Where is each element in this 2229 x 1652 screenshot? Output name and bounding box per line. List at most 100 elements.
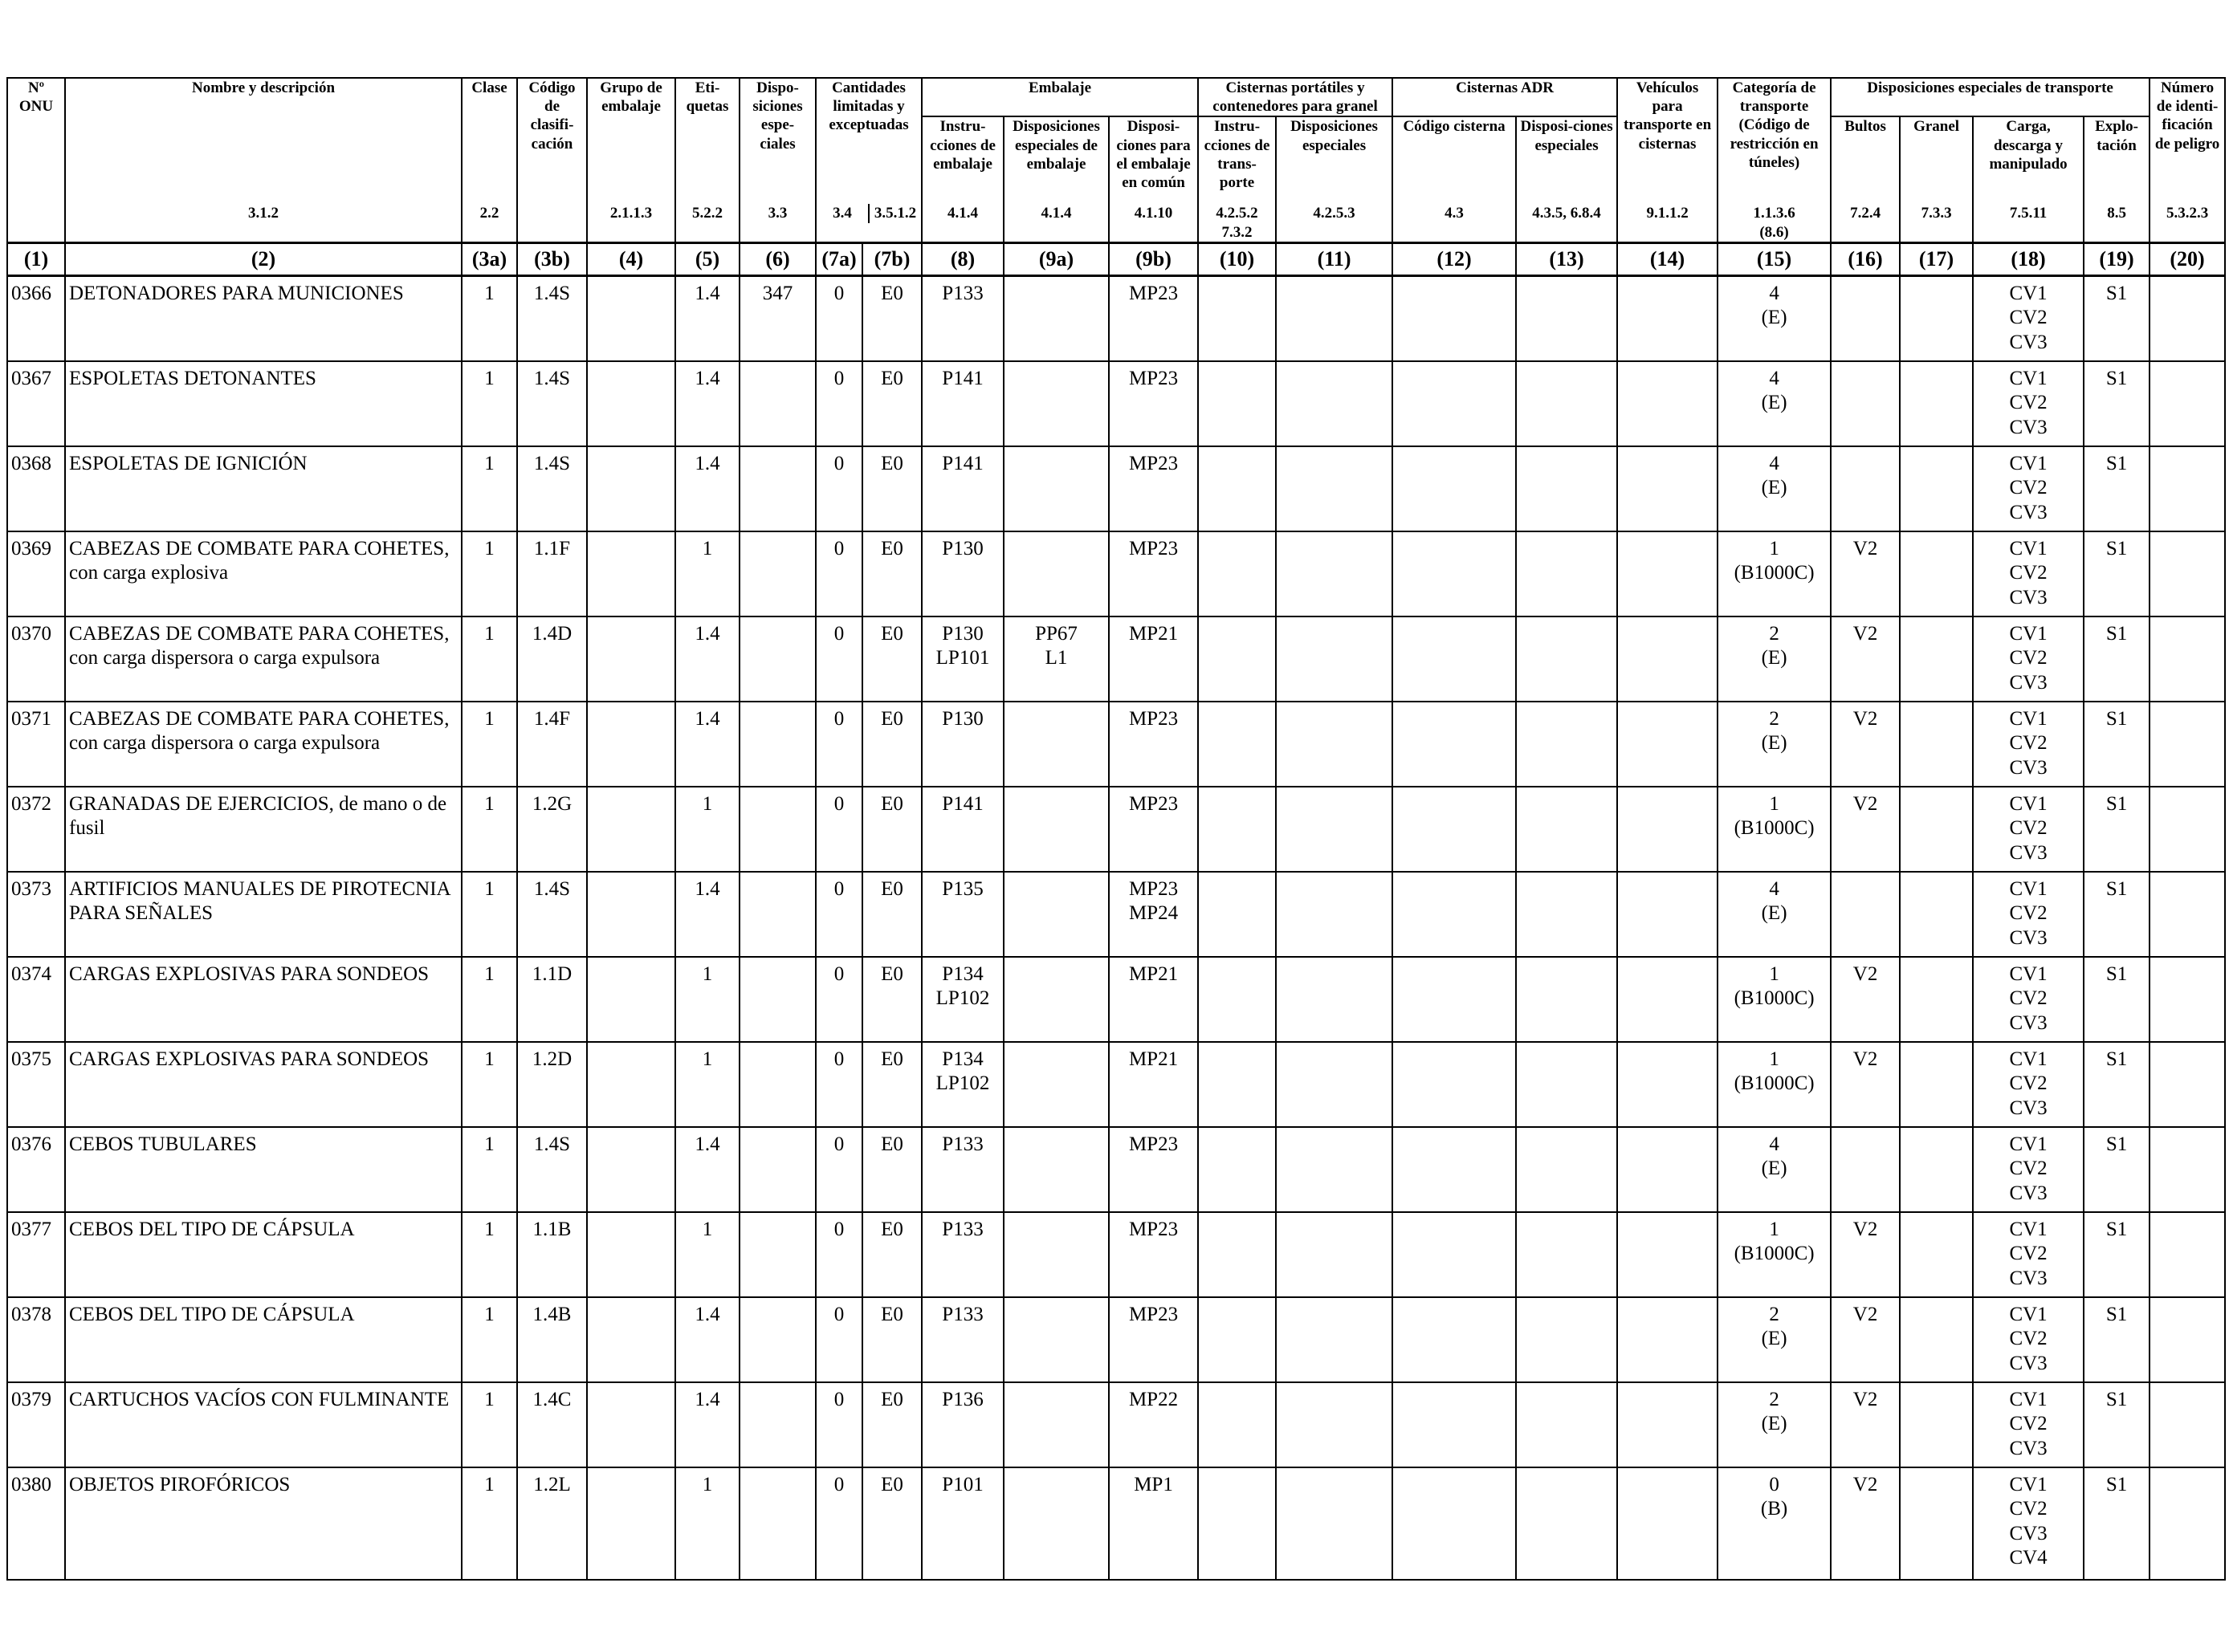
- bulk-cell: [1899, 700, 1974, 787]
- tank-code-cell: [1392, 1381, 1518, 1468]
- labels-cell: 1.4: [674, 870, 740, 958]
- header-special-transport-group: Disposiciones especiales de transporte: [1830, 76, 2151, 117]
- operation-cell: S1: [2083, 1466, 2151, 1581]
- packing-group-cell: [586, 1381, 676, 1468]
- column-number: (11): [1275, 241, 1394, 277]
- ref-portable-tank-special: 4.2.5.3: [1275, 204, 1394, 244]
- tank-code-cell: [1392, 615, 1518, 702]
- labels-cell: 1: [674, 1211, 740, 1298]
- limited-quantity-cell: 0: [815, 955, 863, 1043]
- packing-instructions-cell: P135: [921, 870, 1004, 958]
- mixed-packing-cell: MP23: [1107, 360, 1200, 447]
- packages-cell: V2: [1830, 1040, 1901, 1128]
- packing-instructions-cell: P133: [921, 1296, 1004, 1383]
- column-number: (1): [6, 241, 66, 277]
- header-un-number: Nº ONU: [6, 76, 66, 205]
- bulk-cell: [1899, 1040, 1974, 1128]
- vehicles-cell: [1616, 1381, 1719, 1468]
- header-special-provisions: Dispo-siciones espe-ciales: [739, 76, 817, 205]
- packing-group-cell: [586, 445, 676, 532]
- portable-tank-instructions-cell: [1197, 1125, 1277, 1213]
- classification-code-cell: 1.1B: [516, 1211, 588, 1298]
- header-mixed-packing: Disposi-ciones para el embalaje en común: [1107, 116, 1200, 205]
- tank-special-cell: [1515, 1211, 1619, 1298]
- classification-code-cell: 1.4S: [516, 445, 588, 532]
- tank-special-cell: [1515, 1381, 1619, 1468]
- column-number: (17): [1899, 241, 1974, 277]
- labels-cell: 1.4: [674, 275, 740, 362]
- vehicles-cell: [1616, 1466, 1719, 1581]
- class-cell: 1: [461, 530, 518, 617]
- header-bulk: Granel: [1899, 116, 1974, 205]
- un-number-cell: 0376: [6, 1125, 66, 1213]
- class-cell: 1: [461, 445, 518, 532]
- hazard-id-cell: [2149, 1381, 2227, 1468]
- packages-cell: V2: [1830, 1296, 1901, 1383]
- table-row: 0378 CEBOS DEL TIPO DE CÁPSULA 1 1.4B 1.4 0 E0…: [6, 1296, 2227, 1383]
- name-cell: OBJETOS PIROFÓRICOS: [64, 1466, 463, 1581]
- portable-tank-instructions-cell: [1197, 870, 1277, 958]
- operation-cell: S1: [2083, 275, 2151, 362]
- tank-code-cell: [1392, 700, 1518, 787]
- packing-instructions-cell: P130 LP101: [921, 615, 1004, 702]
- packing-group-cell: [586, 700, 676, 787]
- header-vehicles: Vehículos para transporte en cisternas: [1616, 76, 1719, 205]
- packing-group-cell: [586, 1125, 676, 1213]
- class-cell: 1: [461, 615, 518, 702]
- labels-cell: 1.4: [674, 1296, 740, 1383]
- excepted-quantity-cell: E0: [862, 700, 923, 787]
- un-number-cell: 0372: [6, 785, 66, 873]
- special-packing-provisions-cell: [1003, 360, 1110, 447]
- loading-cell: CV1 CV2 CV3 CV4: [1972, 1466, 2085, 1581]
- labels-cell: 1: [674, 1040, 740, 1128]
- packing-group-cell: [586, 1296, 676, 1383]
- ref-bulk: 7.3.3: [1899, 204, 1974, 244]
- classification-code-cell: 1.1D: [516, 955, 588, 1043]
- portable-tank-instructions-cell: [1197, 445, 1277, 532]
- limited-quantity-cell: 0: [815, 445, 863, 532]
- table-row: 0375 CARGAS EXPLOSIVAS PARA SONDEOS 1 1.2D 1…: [6, 1040, 2227, 1128]
- special-provisions-cell: 347: [739, 275, 817, 362]
- ref-packages: 7.2.4: [1830, 204, 1901, 244]
- vehicles-cell: [1616, 360, 1719, 447]
- dangerous-goods-table: Nº ONU Nombre y descripción Clase Código…: [6, 76, 2227, 1581]
- special-provisions-cell: [739, 1466, 817, 1581]
- hazard-id-cell: [2149, 1040, 2227, 1128]
- bulk-cell: [1899, 870, 1974, 958]
- classification-code-cell: 1.4D: [516, 615, 588, 702]
- name-cell: CEBOS TUBULARES: [64, 1125, 463, 1213]
- transport-category-cell: 4 (E): [1717, 870, 1832, 958]
- un-number-cell: 0377: [6, 1211, 66, 1298]
- excepted-quantity-cell: E0: [862, 955, 923, 1043]
- special-provisions-cell: [739, 785, 817, 873]
- special-packing-provisions-cell: [1003, 1466, 1110, 1581]
- table-row: 0369 CABEZAS DE COMBATE PARA COHETES, con…: [6, 530, 2227, 617]
- tank-code-cell: [1392, 445, 1518, 532]
- packing-instructions-cell: P130: [921, 530, 1004, 617]
- hazard-id-cell: [2149, 1125, 2227, 1213]
- operation-cell: S1: [2083, 785, 2151, 873]
- ref-name: 3.1.2: [64, 204, 463, 244]
- portable-tank-special-cell: [1275, 1211, 1394, 1298]
- tank-code-cell: [1392, 785, 1518, 873]
- transport-category-cell: 2 (E): [1717, 1296, 1832, 1383]
- classification-code-cell: 1.4S: [516, 870, 588, 958]
- table-row: 0368 ESPOLETAS DE IGNICIÓN 1 1.4S 1.4 0 E0 P141…: [6, 445, 2227, 532]
- classification-code-cell: 1.4S: [516, 1125, 588, 1213]
- un-number-cell: 0379: [6, 1381, 66, 1468]
- limited-quantity-cell: 0: [815, 1211, 863, 1298]
- loading-cell: CV1 CV2 CV3: [1972, 870, 2085, 958]
- transport-category-cell: 1 (B1000C): [1717, 1040, 1832, 1128]
- packing-group-cell: [586, 785, 676, 873]
- portable-tank-instructions-cell: [1197, 530, 1277, 617]
- vehicles-cell: [1616, 1125, 1719, 1213]
- classification-code-cell: 1.4B: [516, 1296, 588, 1383]
- packing-instructions-cell: P141: [921, 445, 1004, 532]
- ref-mixed-packing: 4.1.10: [1107, 204, 1200, 244]
- transport-category-cell: 2 (E): [1717, 700, 1832, 787]
- column-number: (8): [921, 241, 1004, 277]
- special-provisions-cell: [739, 1211, 817, 1298]
- packages-cell: [1830, 870, 1901, 958]
- un-number-cell: 0373: [6, 870, 66, 958]
- classification-code-cell: 1.2D: [516, 1040, 588, 1128]
